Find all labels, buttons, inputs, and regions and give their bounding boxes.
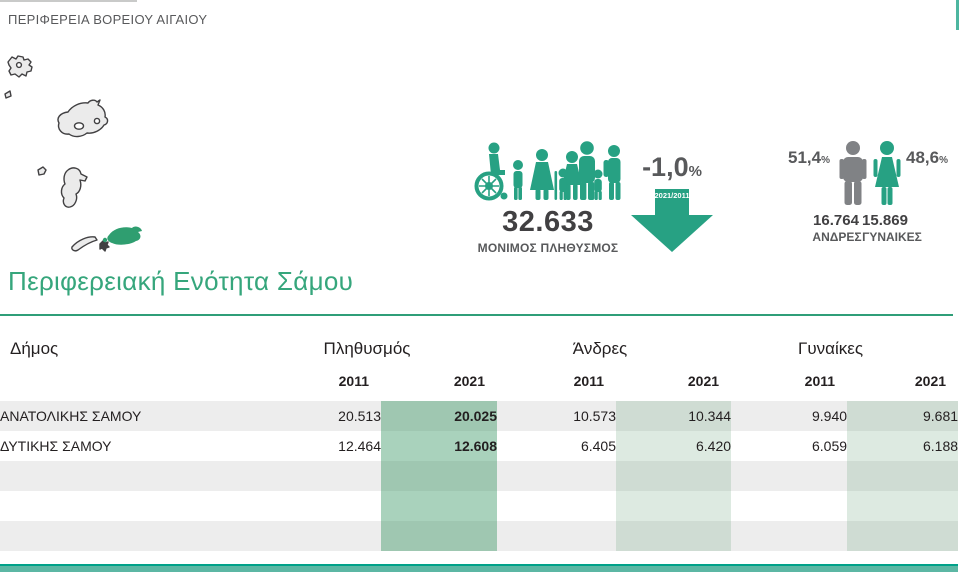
population-infographic: 32.633 ΜΟΝΙΜΟΣ ΠΛΗΘΥΣΜΟΣ bbox=[472, 138, 624, 255]
people-group-icon bbox=[474, 141, 621, 201]
island-agios-efstratios bbox=[4, 90, 12, 99]
section-rule bbox=[0, 314, 953, 316]
table-row-empty bbox=[0, 491, 959, 521]
municipalities-table: Δήμος Πληθυσμός Άνδρες Γυναίκες 2011 202… bbox=[0, 330, 959, 551]
column-group-men: Άνδρες bbox=[572, 339, 628, 358]
year-women-2021: 2021 bbox=[914, 373, 947, 389]
island-chios bbox=[60, 167, 88, 208]
table-row-dytikis-samou: ΔΥΤΙΚΗΣ ΣΑΜΟΥ 12.464 12.608 6.405 6.420 … bbox=[0, 431, 959, 461]
population-change: -1,0% 2021/2011 bbox=[630, 153, 714, 252]
table-row-empty bbox=[0, 461, 959, 491]
island-ikaria bbox=[71, 236, 98, 252]
male-label: ΑΝΔΡΕΣ bbox=[812, 230, 862, 244]
footer-accent-bar bbox=[0, 564, 958, 572]
female-count: 15.869 bbox=[862, 212, 908, 229]
year-population-2011: 2011 bbox=[338, 373, 369, 389]
north-aegean-map bbox=[4, 55, 142, 252]
region-title: ΠΕΡΙΦΕΡΕΙΑ ΒΟΡΕΙΟΥ ΑΙΓΑΙΟΥ bbox=[8, 12, 208, 27]
top-left-rule bbox=[0, 0, 137, 2]
column-group-women: Γυναίκες bbox=[798, 339, 864, 358]
island-lesvos bbox=[57, 99, 109, 138]
year-population-2021: 2021 bbox=[453, 373, 486, 389]
down-arrow-head bbox=[631, 215, 713, 252]
island-fournoi bbox=[99, 240, 110, 252]
total-population-value: 32.633 bbox=[502, 206, 594, 238]
column-header-municipality: Δήμος bbox=[10, 339, 59, 358]
section-title: Περιφερειακή Ενότητα Σάμου bbox=[8, 266, 354, 296]
down-arrow-icon: 2021/2011 bbox=[654, 189, 690, 215]
female-percent: 48,6% bbox=[906, 148, 948, 167]
female-icon bbox=[873, 141, 901, 205]
gender-split: 51,4% 48,6% 16.764 15.869 ΑΝΔΡΕΣ ΓΥΝΑΙΚΕ… bbox=[760, 138, 960, 248]
female-label: ΓΥΝΑΙΚΕΣ bbox=[862, 230, 922, 244]
island-samos-highlighted bbox=[107, 226, 142, 245]
column-group-population: Πληθυσμός bbox=[323, 339, 411, 358]
year-men-2021: 2021 bbox=[687, 373, 720, 389]
table-row-empty bbox=[0, 521, 959, 551]
year-women-2011: 2011 bbox=[804, 373, 836, 389]
male-count: 16.764 bbox=[813, 212, 859, 229]
top-right-accent bbox=[956, 0, 959, 30]
total-population-label: ΜΟΝΙΜΟΣ ΠΛΗΘΥΣΜΟΣ bbox=[477, 241, 619, 255]
male-icon bbox=[839, 141, 867, 205]
year-men-2011: 2011 bbox=[573, 373, 605, 389]
island-psara bbox=[37, 166, 47, 176]
change-period-badge: 2021/2011 bbox=[654, 191, 690, 200]
population-change-value: -1,0% bbox=[642, 152, 702, 182]
table-row-anatolikis-samou: ΑΝΑΤΟΛΙΚΗΣ ΣΑΜΟΥ 20.513 20.025 10.573 10… bbox=[0, 401, 959, 431]
municipality-name: ΑΝΑΤΟΛΙΚΗΣ ΣΑΜΟΥ bbox=[0, 401, 265, 431]
municipality-name: ΔΥΤΙΚΗΣ ΣΑΜΟΥ bbox=[0, 438, 112, 454]
male-percent: 51,4% bbox=[788, 148, 830, 167]
